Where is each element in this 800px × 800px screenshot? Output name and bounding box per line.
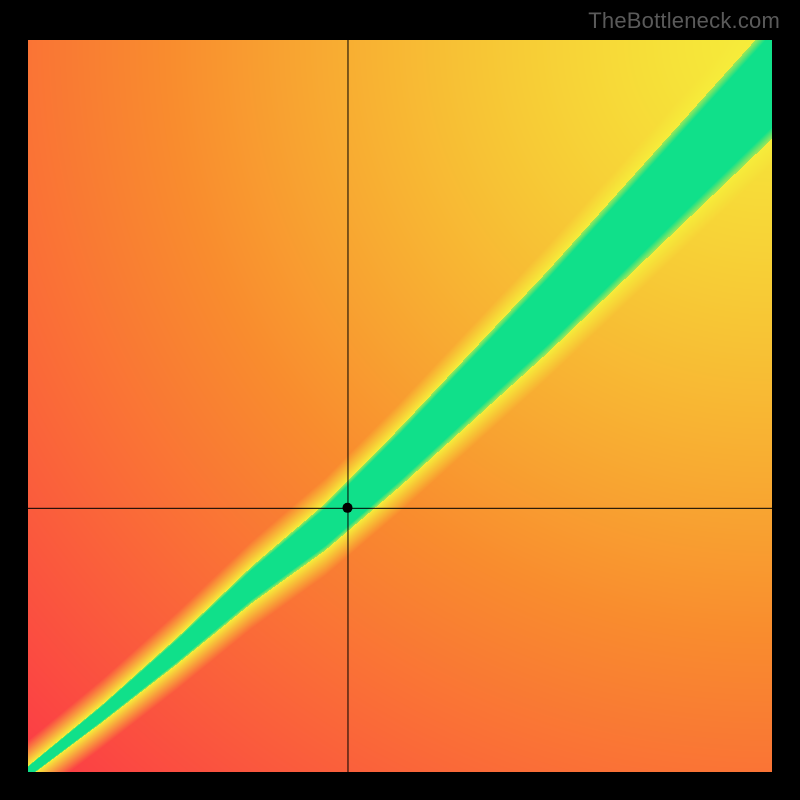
heatmap-canvas (28, 40, 772, 772)
chart-container: TheBottleneck.com (0, 0, 800, 800)
watermark-text: TheBottleneck.com (588, 8, 780, 34)
heatmap-plot (28, 40, 772, 772)
